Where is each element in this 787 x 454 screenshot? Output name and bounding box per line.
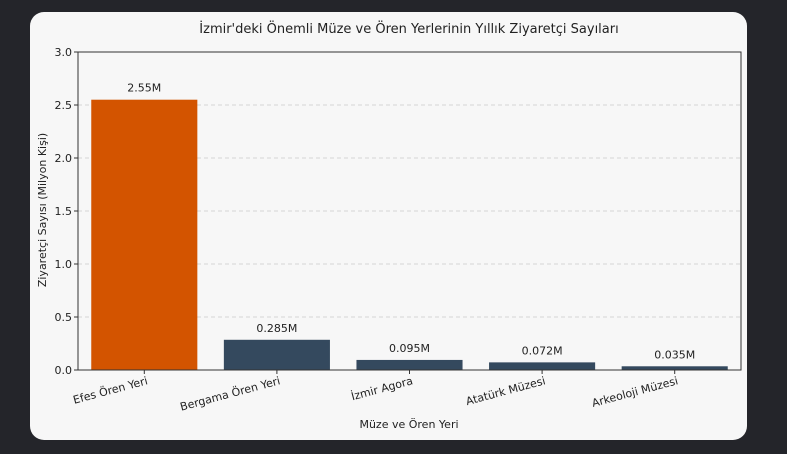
plot-frame [77, 51, 742, 371]
y-tick-label: 1.0 [55, 258, 73, 271]
bar [356, 359, 463, 370]
grid-lines [78, 104, 741, 318]
bar-labels: 2.55M 0.285M 0.095M 0.072M 0.035M [127, 82, 695, 362]
chart-card: İzmir'deki Önemli Müze ve Ören Yerlerini… [30, 12, 747, 440]
bar-value-label: 0.095M [389, 342, 430, 355]
axes-frame [77, 51, 742, 371]
y-tick-label: 0.0 [55, 364, 73, 377]
bar [91, 99, 198, 370]
chart-title: İzmir'deki Önemli Müze ve Ören Yerlerini… [199, 20, 618, 37]
y-tick-label: 0.5 [55, 311, 73, 324]
bar [223, 339, 330, 370]
y-tick-label: 3.0 [55, 46, 73, 59]
x-tick-label: İzmir Agora [350, 374, 415, 403]
bar-chart: İzmir'deki Önemli Müze ve Ören Yerlerini… [36, 20, 742, 431]
y-tick-label: 1.5 [55, 205, 73, 218]
bars [91, 99, 728, 370]
bar [489, 362, 596, 370]
y-axis-ticks: 0.0 0.5 1.0 1.5 2.0 2.5 3.0 [55, 46, 78, 377]
bar-value-label: 0.072M [522, 344, 563, 357]
y-tick-label: 2.0 [55, 152, 73, 165]
x-axis-ticks: Efes Ören Yeri Bergama Ören Yeri İzmir Ago… [72, 370, 679, 414]
x-tick-label: Atatürk Müzesi [464, 374, 546, 408]
bar [621, 366, 728, 370]
y-axis-title: Ziyaretçi Sayısı (Milyon Kişi) [36, 133, 49, 287]
x-tick-label: Arkeoloji Müzesi [590, 374, 679, 410]
y-tick-label: 2.5 [55, 99, 73, 112]
x-tick-label: Bergama Ören Yeri [179, 374, 282, 413]
x-axis-title: Müze ve Ören Yeri [359, 418, 458, 431]
bar-value-label: 0.285M [256, 322, 297, 335]
bar-value-label: 0.035M [654, 348, 695, 361]
bar-value-label: 2.55M [127, 82, 161, 95]
x-tick-label: Efes Ören Yeri [72, 374, 149, 406]
